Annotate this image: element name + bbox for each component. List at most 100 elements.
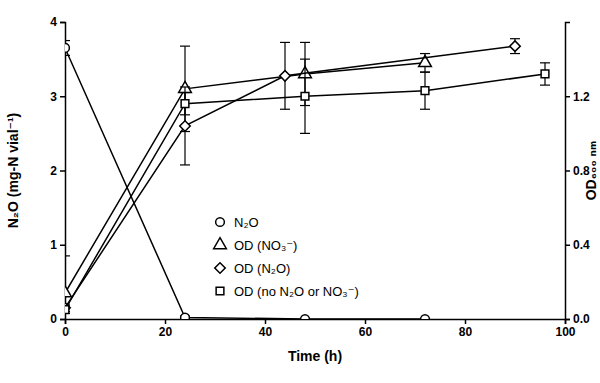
point (180, 121, 190, 131)
error-bar (65, 41, 70, 56)
x-axis: 0 20 40 60 80 100 (62, 319, 576, 339)
error-bar (180, 87, 190, 165)
error-bar (65, 306, 70, 313)
tick-label: 1 (50, 238, 57, 252)
error-cap (180, 86, 190, 87)
tick: 20 (159, 319, 173, 339)
tick: 1.2 (565, 90, 590, 104)
tick: 80 (459, 319, 473, 339)
error-cap (420, 72, 430, 73)
tick: 0.0 (565, 312, 590, 326)
tick: 0.4 (565, 238, 590, 252)
tick: 0 (50, 312, 65, 326)
axis-line (66, 320, 566, 325)
error-cap (300, 42, 310, 43)
tick-label: 3 (50, 90, 57, 104)
point (421, 315, 430, 319)
tick-label: 0.0 (573, 312, 590, 326)
point (510, 41, 520, 51)
axis-line (60, 23, 66, 320)
error-bar (510, 39, 520, 54)
tick-mark (60, 245, 65, 247)
error-cap (300, 59, 310, 60)
error-cap (65, 55, 70, 56)
legend-entry: OD (N₂O) (215, 261, 291, 276)
chart: 020406080100012340.00.40.81.2N₂OOD (NO₃⁻… (0, 0, 600, 383)
point (65, 44, 69, 53)
tick-mark (60, 96, 65, 98)
series (65, 39, 520, 313)
tick: 4 (50, 15, 65, 29)
tick-mark (60, 319, 65, 321)
x-axis-title: Time (h) (288, 348, 342, 364)
legend-marker (215, 263, 225, 273)
legend-marker (216, 218, 225, 227)
error-cap (280, 109, 290, 110)
error-cap (420, 109, 430, 110)
tick-mark (565, 96, 570, 98)
tick-mark (60, 170, 65, 172)
y-axis: 0 1 2 3 4 (50, 15, 65, 326)
marks (65, 39, 550, 319)
tick-mark (265, 319, 267, 324)
series-line (65, 48, 425, 319)
error-cap (65, 40, 70, 41)
series (65, 59, 550, 313)
point (301, 315, 310, 319)
error-cap (180, 164, 190, 165)
error-cap (180, 46, 190, 47)
legend-entry: N₂O (216, 215, 259, 230)
error-bar (280, 42, 290, 109)
error-cap (420, 72, 430, 73)
error-cap (65, 255, 70, 256)
legend-entry: OD (NO₃⁻) (214, 238, 298, 253)
error-bar (300, 59, 310, 133)
tick-mark (60, 22, 65, 24)
legend-entry: OD (no N₂O or NO₃⁻) (216, 284, 359, 299)
error-bar (420, 72, 430, 109)
error-cap (180, 114, 190, 115)
tick-mark (165, 319, 167, 324)
error-bar (540, 63, 550, 85)
error-cap (510, 38, 520, 39)
plot: 020406080100012340.00.40.81.2N₂OOD (NO₃⁻… (50, 15, 590, 338)
point (280, 71, 290, 81)
error-cap (280, 42, 290, 43)
tick-label: 60 (359, 325, 373, 339)
legend-marker (214, 238, 227, 249)
tick-label: 2 (50, 164, 57, 178)
legend-label: N₂O (234, 215, 259, 230)
tick-mark (465, 319, 467, 324)
tick-label: 100 (555, 325, 575, 339)
series (65, 42, 431, 319)
tick: 60 (359, 319, 373, 339)
tick-label: 1.2 (573, 90, 590, 104)
tick-label: 4 (50, 15, 57, 29)
tick: 0 (62, 319, 69, 339)
axis-line (566, 23, 571, 320)
legend-label: OD (N₂O) (234, 261, 290, 276)
legend-marker (216, 287, 224, 295)
tick-label: 40 (259, 325, 273, 339)
tick: 1 (50, 238, 65, 252)
legend-label: OD (no N₂O or NO₃⁻) (234, 284, 359, 299)
error-cap (510, 53, 520, 54)
tick: 2 (50, 164, 65, 178)
error-cap (420, 53, 430, 54)
tick-label: 80 (459, 325, 473, 339)
tick-label: 0.4 (573, 238, 590, 252)
legend-label: OD (NO₃⁻) (234, 238, 297, 253)
tick-mark (565, 170, 570, 172)
series-line (65, 46, 515, 308)
y-axis-title: N₂O (mg-N vial⁻¹) (5, 113, 21, 229)
legend: N₂O OD (NO₃⁻) OD (N₂O) OD (no N₂O or NO₃⁻) (214, 215, 359, 299)
error-cap (540, 85, 550, 86)
tick: 3 (50, 90, 65, 104)
tick-mark (565, 319, 570, 321)
error-cap (300, 133, 310, 134)
y2-axis-title: OD₆₀₀ ₙₘ (583, 141, 599, 201)
tick-mark (365, 319, 367, 324)
tick-label: 0 (62, 325, 69, 339)
series (65, 41, 430, 319)
error-cap (180, 92, 190, 93)
